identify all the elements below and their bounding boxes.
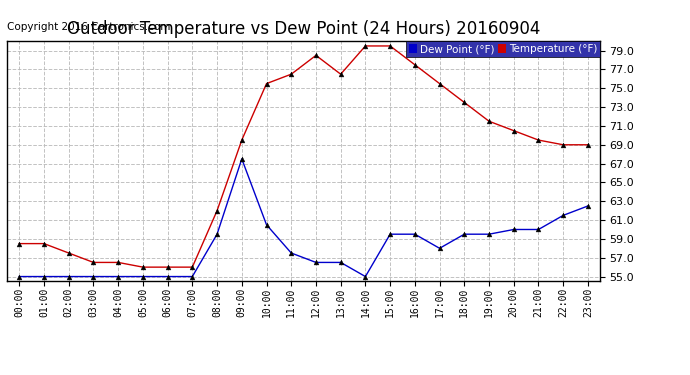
Text: Copyright 2016 Cartronics.com: Copyright 2016 Cartronics.com (7, 22, 170, 32)
Legend: Dew Point (°F), Temperature (°F): Dew Point (°F), Temperature (°F) (406, 41, 600, 57)
Title: Outdoor Temperature vs Dew Point (24 Hours) 20160904: Outdoor Temperature vs Dew Point (24 Hou… (67, 20, 540, 38)
